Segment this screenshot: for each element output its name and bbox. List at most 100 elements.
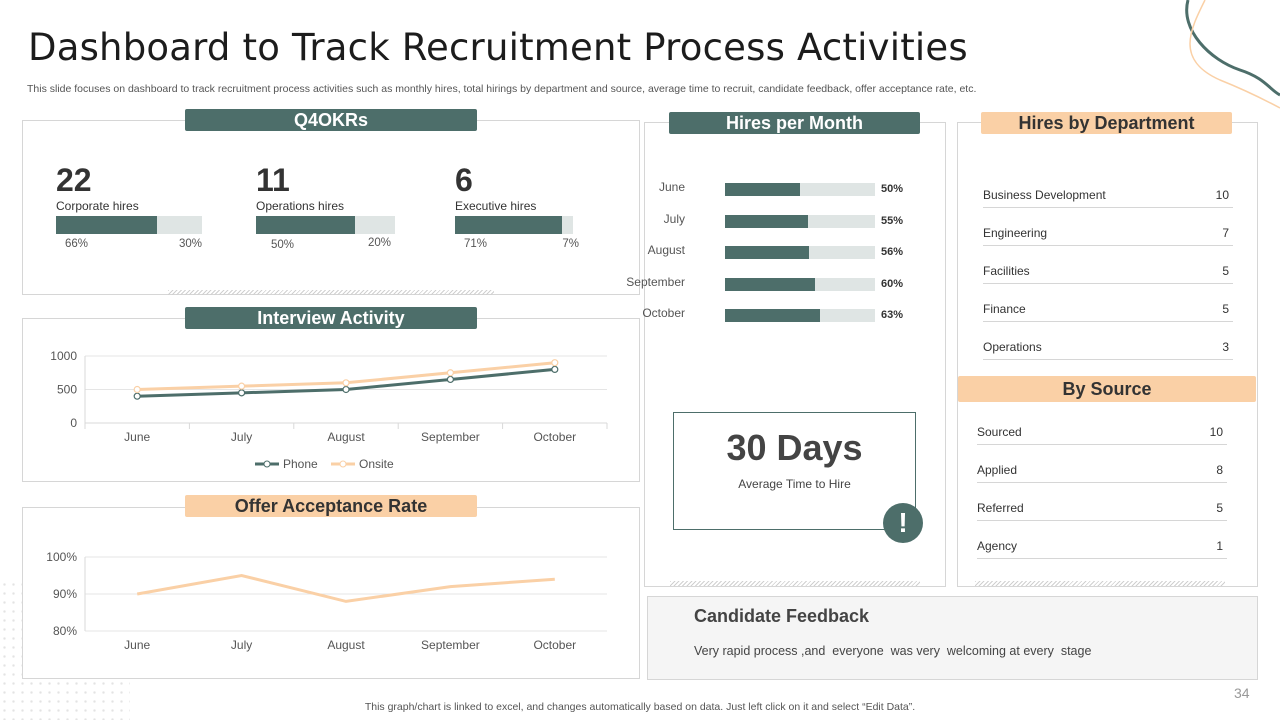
interview-activity-title: Interview Activity	[185, 307, 477, 329]
x-tick-label: August	[327, 430, 365, 444]
data-point	[342, 385, 350, 394]
list-item: Finance 5	[983, 284, 1233, 322]
legend-label: Onsite	[359, 457, 394, 471]
data-point	[551, 359, 559, 367]
hires-month-bar	[725, 214, 808, 228]
offer-acceptance-panel	[22, 507, 640, 679]
x-tick-label: October	[533, 430, 576, 444]
list-item: Engineering 7	[983, 208, 1233, 246]
hires-month-track	[725, 309, 875, 322]
okr-progress-bar	[56, 216, 202, 234]
data-point	[446, 375, 454, 384]
list-item: Operations 3	[983, 322, 1233, 360]
okrs-title: Q4OKRs	[185, 109, 477, 131]
list-item: Referred 5	[977, 483, 1227, 521]
okr-operations: 11 Operations hires 50% 20%	[256, 162, 395, 253]
okr-pct-left: 50%	[271, 239, 295, 251]
data-point	[238, 382, 246, 390]
okr-label: Corporate hires	[56, 199, 139, 213]
okr-progress-fill	[455, 216, 563, 234]
okr-corporate: 22 Corporate hires 66% 30%	[56, 162, 202, 254]
okr-progress-bar	[256, 216, 395, 234]
hires-month-track	[725, 246, 875, 259]
data-point	[342, 379, 350, 387]
data-point	[446, 369, 454, 377]
okr-pct-left: 71%	[464, 238, 488, 250]
okr-value: 6	[455, 162, 473, 198]
hires-month-row: July 55%	[645, 212, 915, 230]
okr-progress-fill	[256, 216, 355, 234]
hires-month-track	[725, 277, 875, 291]
decorative-corner-curves	[1185, 0, 1280, 109]
footer-note: This graph/chart is linked to excel, and…	[364, 701, 916, 713]
x-tick-label: July	[231, 430, 252, 444]
y-tick-label: 1000	[50, 349, 77, 363]
y-tick-label: 80%	[53, 624, 77, 638]
okr-value: 22	[56, 162, 92, 198]
time-to-hire-value: 30 Days	[726, 427, 863, 468]
offer-acceptance-title: Offer Acceptance Rate	[185, 495, 477, 517]
y-tick-label: 90%	[53, 587, 77, 601]
hires-month-row: August 56%	[645, 243, 915, 261]
page-title: Dashboard to Track Recruitment Process A…	[28, 26, 968, 69]
hires-month-label: July	[663, 211, 685, 226]
hires-month-row: September 60%	[626, 275, 915, 293]
list-item: Facilities 5	[983, 246, 1233, 284]
candidate-feedback-title: Candidate Feedback	[694, 606, 870, 626]
y-tick-label: 100%	[46, 550, 77, 564]
hires-month-label: June	[658, 180, 685, 194]
page-subtitle: This slide focuses on dashboard to track…	[27, 83, 977, 95]
y-tick-label: 0	[70, 416, 77, 430]
candidate-feedback-panel	[647, 596, 1258, 680]
exclamation-icon: !	[883, 503, 923, 543]
candidate-feedback-text: Very rapid process ,and everyone was ver…	[694, 644, 1092, 658]
hires-month-row: October 63%	[642, 306, 915, 324]
data-point	[238, 389, 246, 397]
interview-activity-panel	[22, 318, 640, 482]
by-source-title: By Source	[958, 376, 1256, 402]
hires-month-pct: 60%	[881, 277, 904, 290]
x-tick-label: June	[124, 638, 150, 652]
x-tick-label: June	[124, 430, 150, 444]
time-to-hire-card: 30 Days Average Time to Hire	[673, 412, 916, 530]
hires-month-bar	[725, 246, 809, 259]
okr-label: Executive hires	[455, 199, 537, 213]
department-panel	[957, 122, 1258, 587]
time-to-hire-label: Average Time to Hire	[738, 477, 851, 491]
x-tick-label: August	[327, 638, 365, 652]
hires-per-month-chart[interactable]: June 50% July 55% August 56% September 60% Octob…	[626, 180, 945, 330]
hires-month-track	[725, 214, 875, 228]
okrs-panel-hatch	[168, 290, 494, 295]
hires-month-pct: 55%	[881, 214, 904, 227]
hires-month-bar	[725, 277, 815, 291]
data-point	[133, 385, 141, 394]
data-point	[551, 365, 559, 373]
list-item: Sourced 10	[977, 407, 1227, 445]
okr-progress-bar	[455, 216, 573, 234]
legend-marker	[339, 460, 347, 468]
offer-acceptance-chart[interactable]: 80% 90% 100% June July August September October	[22, 540, 640, 670]
x-tick-label: July	[231, 638, 252, 652]
hires-per-month-title: Hires per Month	[669, 112, 920, 134]
okr-pct-left: 66%	[65, 238, 89, 250]
x-tick-label: September	[421, 430, 480, 444]
hires-month-bar	[725, 183, 800, 196]
okr-pct-right: 30%	[178, 238, 202, 250]
department-title: Hires by Department	[981, 112, 1232, 134]
hires-month-track	[725, 183, 875, 196]
interview-activity-chart[interactable]: 0 500 1000 June July August September October Ph…	[22, 340, 640, 480]
okr-label: Operations hires	[256, 199, 345, 213]
hires-month-label: August	[647, 243, 685, 257]
x-tick-label: September	[421, 638, 480, 652]
department-panel-hatch	[975, 581, 1225, 586]
hires-month-pct: 63%	[881, 309, 904, 321]
hires-month-label: September	[626, 274, 685, 289]
data-point	[133, 392, 141, 400]
y-tick-label: 500	[57, 383, 77, 397]
okr-pct-right: 7%	[562, 238, 579, 250]
x-tick-label: October	[533, 638, 576, 652]
list-item: Applied 8	[977, 445, 1227, 483]
hires-month-pct: 50%	[881, 183, 904, 195]
okr-executive: 6 Executive hires 71% 7%	[455, 162, 579, 254]
series-line	[136, 573, 555, 603]
